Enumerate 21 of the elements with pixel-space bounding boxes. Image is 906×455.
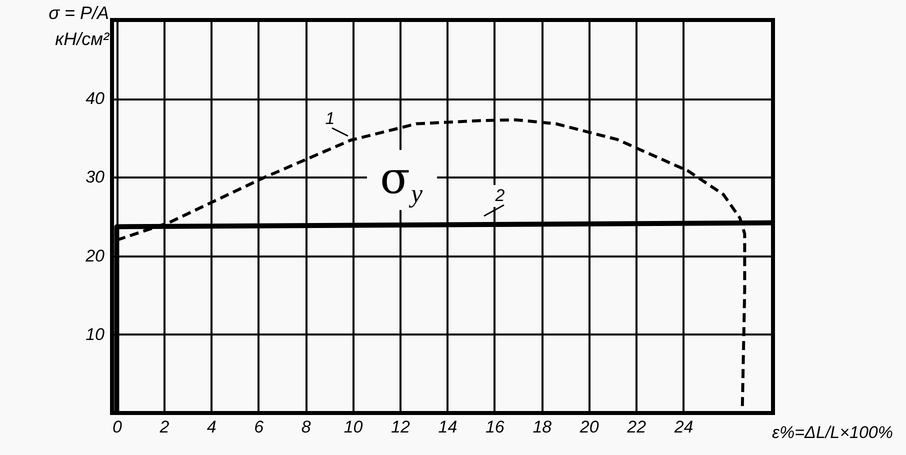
x-tick-label: 8 [301,418,312,436]
y-tick-label: 30 [86,168,106,187]
x-tick-label: 18 [532,418,552,436]
x-tick-label: 24 [673,418,694,436]
y-tick-label: 40 [86,89,106,108]
x-tick-label: 14 [438,418,458,436]
x-tick-label: 2 [158,418,170,436]
x-tick-label: 16 [485,418,505,436]
x-tick-label: 22 [626,418,647,436]
y-tick-label: 20 [84,246,106,266]
y-axis-title: σ = P/A кН/см² [48,3,110,49]
series-label: 1 [325,109,335,128]
x-tick-label: 12 [391,418,410,436]
x-tick-label: 0 [112,418,122,436]
x-tick-label: 4 [206,418,216,436]
series-label: 2 [494,186,506,205]
y-tick-label: 10 [86,324,106,344]
x-tick-label: 20 [578,418,600,436]
x-axis-title: ε%=ΔL/L×100% [772,423,893,442]
x-tick-label: 6 [254,418,264,436]
x-tick-label: 10 [344,418,364,436]
